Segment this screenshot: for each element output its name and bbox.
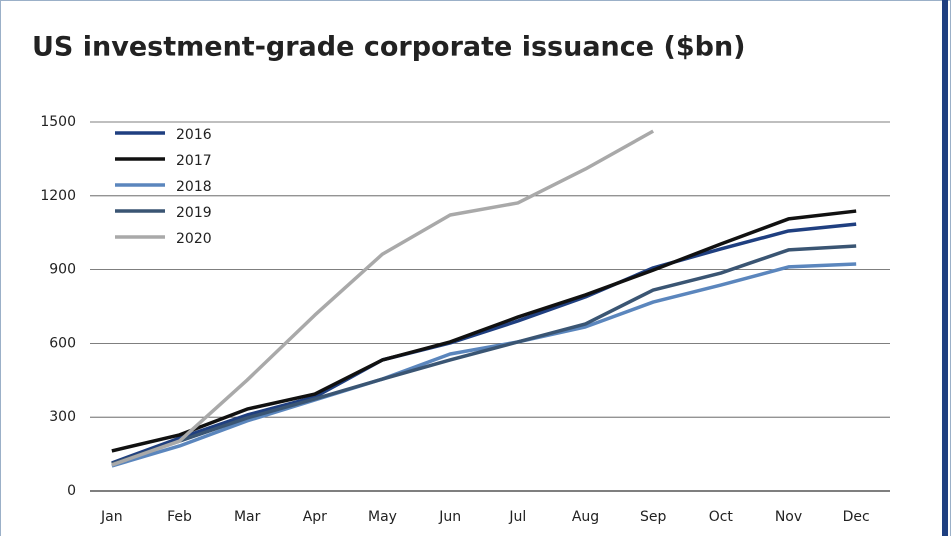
y-tick-label: 1200 (40, 188, 76, 204)
x-tick-label: Mar (234, 509, 261, 525)
line-series (111, 129, 655, 467)
x-tick-label: Jun (438, 509, 461, 525)
legend-label: 2016 (176, 127, 212, 143)
x-tick-label: Jul (508, 509, 526, 525)
x-tick-label: May (368, 509, 397, 525)
x-tick-label: Sep (640, 509, 667, 525)
x-tick-label: Apr (303, 509, 327, 525)
line-series (111, 222, 857, 465)
x-tick-label: Aug (572, 509, 599, 525)
legend-label: 2017 (176, 153, 212, 169)
legend-label: 2018 (176, 179, 212, 195)
x-tick-label: Oct (709, 509, 734, 525)
y-tick-label: 0 (67, 483, 76, 499)
x-tick-label: Nov (775, 509, 802, 525)
line-series (111, 244, 857, 466)
y-tick-label: 1500 (40, 114, 76, 130)
line-series (111, 262, 857, 468)
line-series (111, 209, 857, 453)
x-tick-label: Jan (100, 509, 123, 525)
legend-label: 2020 (176, 231, 212, 247)
x-tick-label: Dec (843, 509, 870, 525)
legend-label: 2019 (176, 205, 212, 221)
x-tick-label: Feb (167, 509, 192, 525)
y-tick-label: 600 (49, 335, 76, 351)
chart-title: US investment-grade corporate issuance (… (32, 32, 746, 63)
y-tick-label: 900 (49, 262, 76, 278)
y-tick-label: 300 (49, 409, 76, 425)
